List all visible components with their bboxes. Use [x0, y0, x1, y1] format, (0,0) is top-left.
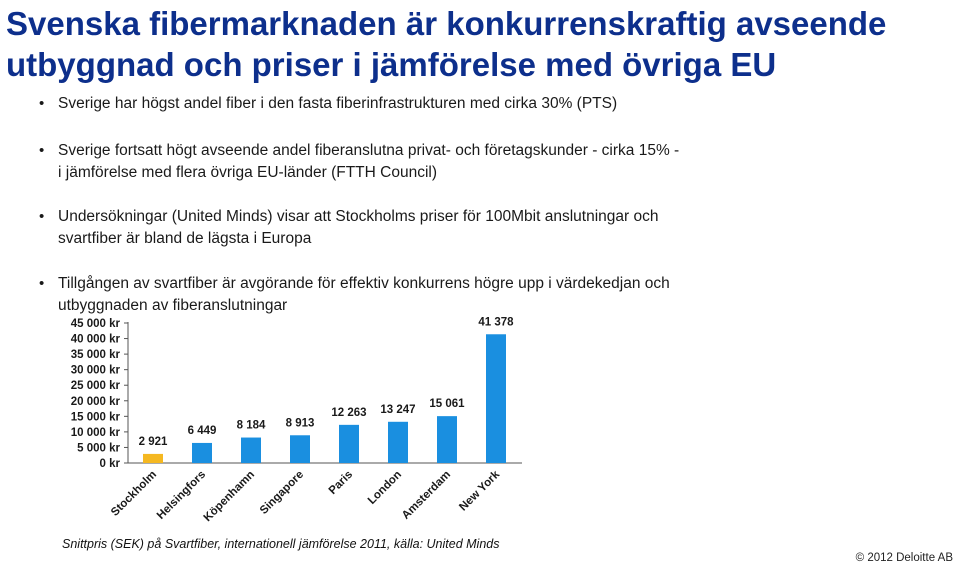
bullet-text: i jämförelse med flera övriga EU-länder …	[58, 164, 438, 181]
bar-value-label: 6 449	[188, 425, 217, 437]
bar-value-label: 12 263	[331, 407, 366, 419]
bullet-text: svartfiber är bland de lägsta i Europa	[58, 230, 312, 247]
bullet-list: • Sverige har högst andel fiber i den fa…	[39, 93, 778, 317]
bar	[486, 334, 506, 463]
y-tick-label: 15 000 kr	[71, 411, 121, 423]
category-label: Stockholm	[109, 469, 159, 519]
bullet-text: utbyggnaden av fiberanslutningar	[58, 297, 288, 314]
y-tick-label: 30 000 kr	[71, 365, 121, 377]
bullet-dot: •	[39, 95, 45, 112]
bar-value-label: 8 184	[237, 420, 266, 432]
y-tick-label: 5 000 kr	[77, 442, 120, 454]
category-label: Köpenhamn	[202, 469, 257, 524]
bullet-item: • Tillgången av svartfiber är avgörande …	[39, 273, 778, 317]
y-tick-label: 20 000 kr	[71, 396, 121, 408]
y-tick-label: 25 000 kr	[71, 380, 121, 392]
category-label: Helsingfors	[155, 469, 208, 522]
bar	[437, 416, 457, 463]
y-tick-label: 0 kr	[100, 458, 121, 470]
category-label: Singapore	[258, 469, 306, 517]
bullet-text: Tillgången av svartfiber är avgörande fö…	[58, 275, 670, 292]
bullet-text: Sverige har högst andel fiber i den fast…	[58, 95, 618, 112]
bullet-text: Sverige fortsatt högt avseende andel fib…	[58, 142, 680, 159]
bullet-dot: •	[39, 275, 45, 292]
bar-value-label: 41 378	[478, 316, 514, 328]
bar	[241, 437, 261, 463]
bar-value-label: 13 247	[380, 404, 415, 416]
bullet-item: • Sverige har högst andel fiber i den fa…	[39, 93, 778, 115]
bullet-item: • Sverige fortsatt högt avseende andel f…	[39, 140, 778, 184]
y-tick-label: 45 000 kr	[71, 318, 121, 330]
bullet-item: • Undersökningar (United Minds) visar at…	[39, 206, 778, 250]
bar	[192, 442, 212, 463]
bar	[290, 435, 310, 463]
category-label: Amsterdam	[400, 469, 453, 522]
bar	[143, 453, 163, 463]
bullet-text: Undersökningar (United Minds) visar att …	[58, 208, 659, 225]
bar-value-label: 15 061	[429, 398, 465, 410]
bullet-dot: •	[39, 208, 45, 225]
bar	[388, 421, 408, 463]
y-tick-label: 10 000 kr	[71, 427, 121, 439]
y-tick-label: 35 000 kr	[71, 349, 121, 361]
copyright-text: © 2012 Deloitte AB	[855, 552, 953, 564]
category-label: London	[366, 469, 404, 507]
y-tick-label: 40 000 kr	[71, 334, 121, 346]
chart-footnote: Snittpris (SEK) på Svartfiber, internati…	[62, 537, 500, 551]
category-label: Paris	[327, 469, 355, 497]
bar	[339, 424, 359, 463]
slide-title: Svenska fibermarknaden är konkurrenskraf…	[6, 5, 887, 83]
bar-value-label: 8 913	[286, 417, 315, 429]
category-label: New York	[457, 468, 502, 513]
bullet-dot: •	[39, 142, 45, 159]
bar-value-label: 2 921	[139, 436, 168, 448]
